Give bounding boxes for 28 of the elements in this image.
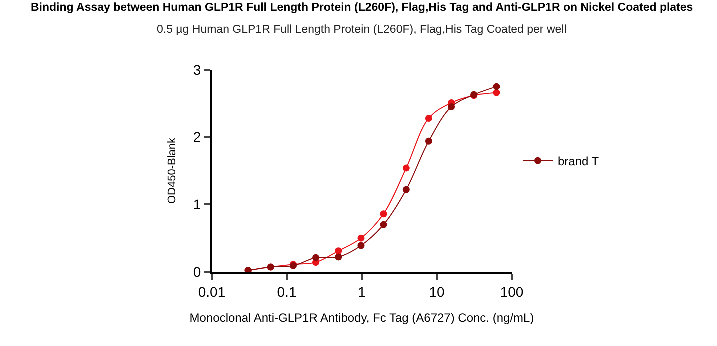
- point: [493, 89, 500, 96]
- point: [335, 248, 342, 255]
- point: [358, 234, 365, 242]
- x-tick-label: 0.01: [198, 284, 226, 300]
- point: [402, 164, 410, 172]
- x-tick-label: 100: [500, 284, 524, 300]
- point: [380, 221, 388, 228]
- point: [493, 83, 500, 90]
- x-tick-label: 1: [358, 284, 366, 300]
- chart-subtitle: 0.5 µg Human GLP1R Full Length Protein (L260F), Flag,His Tag Coated per well: [157, 24, 567, 36]
- point: [358, 242, 365, 250]
- y-axis-title: OD450-Blank: [166, 137, 179, 204]
- point: [335, 254, 342, 261]
- point: [448, 104, 456, 111]
- legend-label: brand T: [558, 154, 600, 169]
- chart-title: Binding Assay between Human GLP1R Full Length Protein (L260F), Flag,His Tag and Anti-GLP1R on Nickel Coated plates: [31, 2, 694, 14]
- x-tick-label: 0.1: [277, 284, 297, 300]
- point: [312, 254, 320, 262]
- point: [425, 114, 432, 122]
- point: [380, 210, 388, 218]
- y-tick-label: 3: [193, 62, 202, 78]
- y-tick-label: 1: [193, 196, 202, 213]
- x-tick-label: 10: [429, 284, 445, 300]
- y-tick-label: 2: [193, 129, 202, 146]
- point: [402, 186, 410, 194]
- y-tick-label: 0: [193, 264, 202, 280]
- point: [425, 138, 432, 145]
- x-axis-title: Monoclonal Anti-GLP1R Antibody, Fc Tag (A6727) Conc. (ng/mL): [190, 311, 534, 326]
